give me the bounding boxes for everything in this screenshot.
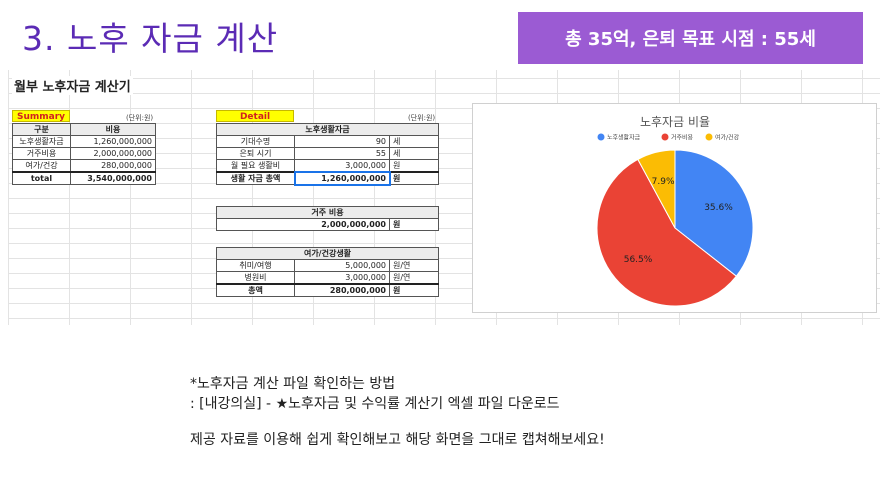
table-row: 거주비용 2,000,000,000 bbox=[12, 147, 156, 160]
cell[interactable]: 원 bbox=[389, 159, 439, 173]
leisure-header[interactable]: 여가/건강생활 bbox=[216, 247, 439, 260]
pie-slice[interactable] bbox=[596, 158, 738, 307]
cell[interactable]: 원/연 bbox=[389, 259, 439, 272]
cell[interactable]: 여가/건강 bbox=[12, 159, 71, 173]
housing-header[interactable]: 거주 비용 bbox=[216, 206, 439, 219]
cell[interactable]: 원 bbox=[389, 171, 439, 185]
cell[interactable]: total bbox=[12, 171, 71, 185]
living-table: 노후생활자금 기대수명 90 세 은퇴 시기 55 세 월 필요 생활비 3,0… bbox=[216, 123, 439, 186]
cell[interactable]: 거주비용 bbox=[12, 147, 71, 160]
cell[interactable]: 원 bbox=[389, 218, 439, 231]
cell[interactable]: 원/연 bbox=[389, 271, 439, 285]
cell[interactable]: 총액 bbox=[216, 283, 295, 297]
slice-label: 7.9% bbox=[652, 177, 675, 187]
legend-swatch bbox=[705, 133, 713, 141]
table-row: 취미/여행 5,000,000 원/연 bbox=[216, 259, 439, 272]
legend-label: 거주비용 bbox=[671, 134, 694, 142]
cell[interactable]: 3,000,000 bbox=[294, 159, 390, 173]
table-row: 병원비 3,000,000 원/연 bbox=[216, 271, 439, 285]
leisure-header-row: 여가/건강생활 bbox=[216, 247, 439, 260]
table-row: 여가/건강 280,000,000 bbox=[12, 159, 156, 173]
cell[interactable]: 생활 자금 총액 bbox=[216, 171, 295, 185]
table-row: 기대수명 90 세 bbox=[216, 135, 439, 148]
cell[interactable]: 기대수명 bbox=[216, 135, 295, 148]
summary-total-row: total 3,540,000,000 bbox=[12, 171, 156, 185]
note-line-1: *노후자금 계산 파일 확인하는 방법 bbox=[190, 376, 396, 392]
cell[interactable]: 세 bbox=[389, 147, 439, 160]
cell[interactable]: 3,540,000,000 bbox=[70, 171, 156, 185]
instructions: *노후자금 계산 파일 확인하는 방법 : [내강의실] - ★노후자금 및 수… bbox=[190, 374, 605, 450]
summary-unit: (단위:원) bbox=[126, 114, 154, 122]
housing-table: 거주 비용 2,000,000,000 원 bbox=[216, 206, 439, 231]
cell[interactable]: 은퇴 시기 bbox=[216, 147, 295, 160]
leisure-table: 여가/건강생활 취미/여행 5,000,000 원/연 병원비 3,000,00… bbox=[216, 247, 439, 297]
cell[interactable]: 280,000,000 bbox=[70, 159, 156, 173]
cell[interactable]: 90 bbox=[294, 135, 390, 148]
summary-table: 구분 비용 노후생활자금 1,260,000,000 거주비용 2,000,00… bbox=[12, 123, 156, 185]
living-total-row: 생활 자금 총액 1,260,000,000 원 bbox=[216, 171, 439, 186]
table-row: 2,000,000,000 원 bbox=[216, 218, 439, 231]
cell[interactable]: 노후생활자금 bbox=[12, 135, 71, 148]
detail-unit: (단위:원) bbox=[408, 114, 436, 122]
note-line-2: : [내강의실] - ★노후자금 및 수익률 계산기 엑셀 파일 다운로드 bbox=[190, 396, 560, 412]
table-row: 은퇴 시기 55 세 bbox=[216, 147, 439, 160]
cell[interactable]: 월 필요 생활비 bbox=[216, 159, 295, 173]
living-header[interactable]: 노후생활자금 bbox=[216, 123, 439, 136]
chart-title: 노후자금 비율 bbox=[640, 115, 710, 129]
slice-label: 56.5% bbox=[624, 255, 653, 265]
sheet-title: 월부 노후자금 계산기 bbox=[12, 76, 133, 95]
cell[interactable]: 3,000,000 bbox=[294, 271, 390, 285]
note-gap bbox=[190, 414, 605, 430]
goal-banner: 총 35억, 은퇴 목표 시점 : 55세 bbox=[518, 12, 863, 64]
pie-chart-svg: 노후자금 비율 노후생활자금 거주비용 여가/건강 35.6% 56.5% 7.9% bbox=[596, 115, 754, 307]
living-header-row: 노후생활자금 bbox=[216, 123, 439, 136]
pie-slices: 35.6% 56.5% 7.9% bbox=[596, 149, 754, 307]
pie-chart[interactable]: 노후자금 비율 노후생활자금 거주비용 여가/건강 35.6% 56.5% 7.9% bbox=[472, 103, 877, 313]
legend-swatch bbox=[597, 133, 605, 141]
legend-label: 노후생활자금 bbox=[607, 134, 641, 142]
pie-slice[interactable] bbox=[674, 149, 754, 277]
header-cost[interactable]: 비용 bbox=[70, 123, 156, 136]
slide-title: 3. 노후 자금 계산 bbox=[22, 19, 279, 58]
cell[interactable]: 55 bbox=[294, 147, 390, 160]
header-category[interactable]: 구분 bbox=[12, 123, 71, 136]
cell[interactable]: 원 bbox=[389, 283, 439, 297]
leisure-total-row: 총액 280,000,000 원 bbox=[216, 283, 439, 297]
cell[interactable]: 취미/여행 bbox=[216, 259, 295, 272]
summary-label: Summary bbox=[12, 110, 70, 122]
cell[interactable]: 세 bbox=[389, 135, 439, 148]
cell[interactable]: 280,000,000 bbox=[294, 283, 390, 297]
summary-header-row: 구분 비용 bbox=[12, 123, 156, 136]
note-line-3: 제공 자료를 이용해 쉽게 확인해보고 해당 화면을 그대로 캡쳐해보세요! bbox=[190, 432, 605, 448]
table-row: 월 필요 생활비 3,000,000 원 bbox=[216, 159, 439, 173]
cell[interactable]: 1,260,000,000 bbox=[70, 135, 156, 148]
pie-slice[interactable] bbox=[637, 149, 676, 229]
cell[interactable]: 5,000,000 bbox=[294, 259, 390, 272]
chart-legend: 노후생활자금 거주비용 여가/건강 bbox=[597, 133, 740, 142]
slice-label: 35.6% bbox=[704, 203, 733, 213]
housing-header-row: 거주 비용 bbox=[216, 206, 439, 219]
cell[interactable]: 2,000,000,000 bbox=[70, 147, 156, 160]
selected-cell[interactable]: 1,260,000,000 bbox=[293, 171, 391, 186]
legend-label: 여가/건강 bbox=[715, 134, 740, 142]
cell[interactable]: 병원비 bbox=[216, 271, 295, 285]
cell[interactable]: 2,000,000,000 bbox=[216, 218, 390, 231]
table-row: 노후생활자금 1,260,000,000 bbox=[12, 135, 156, 148]
legend-swatch bbox=[661, 133, 669, 141]
detail-label: Detail bbox=[216, 110, 294, 122]
